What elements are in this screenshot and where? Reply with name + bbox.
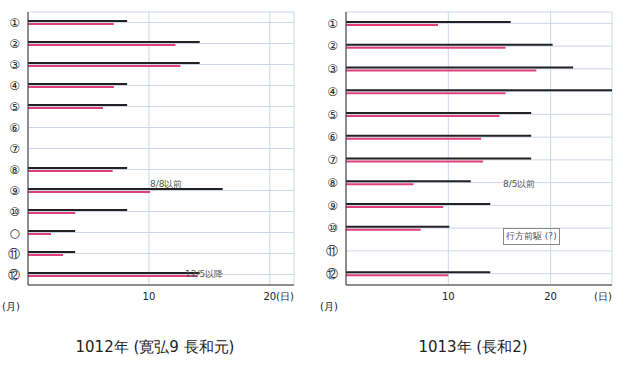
html-text:8/8以前: 8/8以前 [150, 179, 183, 189]
svg-text:⑥: ⑥ [327, 130, 338, 144]
svg-text:⑪: ⑪ [8, 247, 20, 261]
svg-text:②: ② [9, 37, 20, 51]
svg-text:10: 10 [143, 291, 156, 302]
svg-text:④: ④ [9, 79, 20, 93]
svg-text:①: ① [327, 17, 338, 31]
svg-text:⑫: ⑫ [8, 268, 20, 282]
html-text:(月): (月) [320, 301, 338, 312]
svg-text:②: ② [327, 39, 338, 53]
html-text:1013年 (長和2): 1013年 (長和2) [418, 338, 528, 356]
html-text:1012年 (寛弘9 長和元): 1012年 (寛弘9 長和元) [75, 338, 235, 356]
html-text:(日): (日) [594, 291, 612, 302]
svg-text:⑩: ⑩ [9, 205, 20, 219]
svg-text:10: 10 [442, 291, 455, 302]
svg-text:⑧: ⑧ [9, 163, 20, 177]
svg-text:⑥: ⑥ [9, 121, 20, 135]
html-text:12/5以降: 12/5以降 [185, 269, 224, 279]
svg-text:⑪: ⑪ [326, 244, 338, 258]
html-text:8/5以前: 8/5以前 [503, 179, 536, 189]
svg-text:④: ④ [327, 85, 338, 99]
html-text:(日): (日) [276, 291, 294, 302]
svg-text:⑧: ⑧ [327, 176, 338, 190]
svg-text:⑨: ⑨ [9, 184, 20, 198]
svg-text:⑤: ⑤ [9, 100, 20, 114]
svg-text:⑤: ⑤ [327, 108, 338, 122]
html-text:行方前駆 (?): 行方前駆 (?) [506, 231, 557, 241]
svg-text:③: ③ [327, 62, 338, 76]
svg-text:①: ① [9, 16, 20, 30]
svg-text:20: 20 [263, 291, 276, 302]
svg-text:③: ③ [9, 58, 20, 72]
html-text:(月): (月) [2, 301, 20, 312]
svg-text:20: 20 [544, 291, 557, 302]
svg-text:⑦: ⑦ [327, 153, 338, 167]
svg-text:⑩: ⑩ [327, 221, 338, 235]
svg-text:⑦: ⑦ [9, 142, 20, 156]
svg-text:○: ○ [10, 226, 20, 240]
svg-text:⑫: ⑫ [326, 267, 338, 281]
svg-text:⑨: ⑨ [327, 199, 338, 213]
